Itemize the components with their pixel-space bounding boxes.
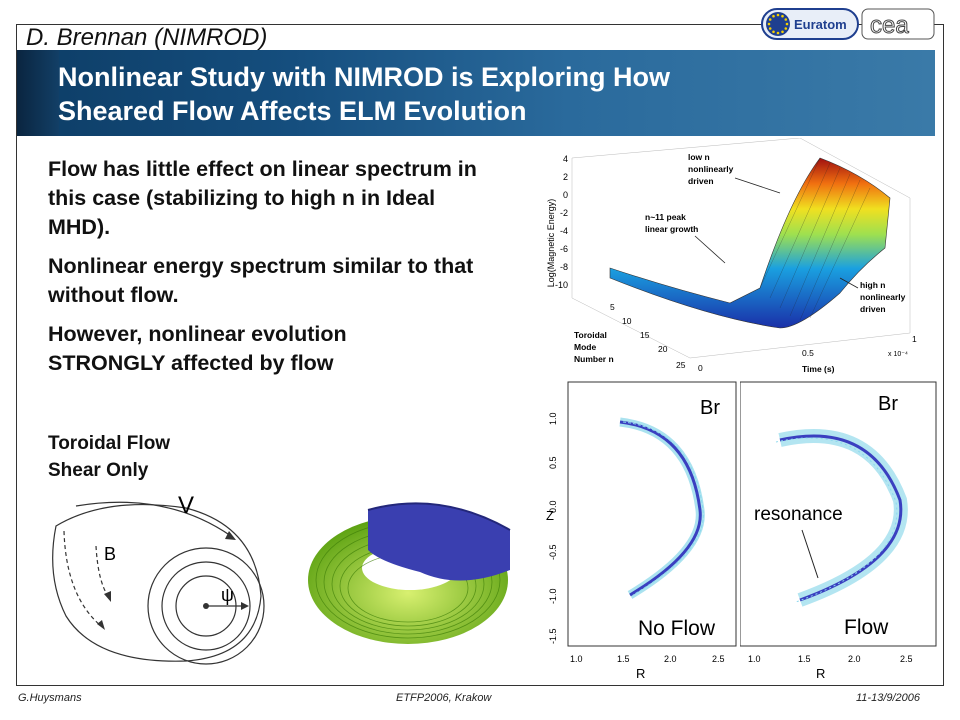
- mode-axis-label: Toroidal Mode Number n: [574, 330, 614, 364]
- x-tick: 1.0: [570, 654, 583, 664]
- magnetic-energy-surface-plot: Log(Magnetic Energy) 4 2 0 -2 -4 -6 -8 -…: [546, 138, 917, 374]
- logos: Euratom cea: [761, 8, 935, 40]
- r-axis-label: R: [636, 666, 645, 681]
- resonance-annotation: resonance: [754, 504, 843, 525]
- annotation: low n: [688, 152, 710, 162]
- y-tick: 0.0: [548, 500, 558, 513]
- z-tick: 4: [563, 154, 568, 164]
- z-tick: -2: [560, 208, 568, 218]
- annotation: driven: [860, 304, 886, 314]
- footer-author: G.Huysmans: [18, 692, 82, 704]
- mode-axis-line: Toroidal: [574, 330, 607, 340]
- cea-logo: cea: [861, 8, 935, 40]
- annotation: nonlinearly: [688, 164, 734, 174]
- annotation: n~11 peak: [645, 212, 686, 222]
- mode-axis-line: Number n: [574, 354, 614, 364]
- contour-no-flow: Br No Flow Z 1.0 0.5 0.0 -0.5 -1.0 -1.5 …: [546, 381, 737, 681]
- bullet-2: Nonlinear energy spectrum similar to tha…: [48, 254, 474, 307]
- title-banner: [17, 50, 935, 136]
- euratom-text: Euratom: [794, 17, 847, 32]
- title-line-1: Nonlinear Study with NIMROD is Exploring…: [58, 62, 671, 92]
- mode-tick: 10: [622, 316, 632, 326]
- y-tick: 0.5: [548, 456, 558, 469]
- slide-title: Nonlinear Study with NIMROD is Exploring…: [58, 60, 778, 128]
- x-ticks: 1.0 1.5 2.0 2.5: [748, 654, 913, 664]
- x-tick: 2.0: [664, 654, 677, 664]
- time-tick: 1: [912, 334, 917, 344]
- surface-z-ticks: 4 2 0 -2 -4 -6 -8 -10: [555, 154, 568, 290]
- flow-caption: Flow: [844, 616, 889, 639]
- mode-tick: 15: [640, 330, 650, 340]
- slide-frame: [16, 24, 944, 686]
- z-tick: -4: [560, 226, 568, 236]
- z-tick: -6: [560, 244, 568, 254]
- annotation: linear growth: [645, 224, 698, 234]
- annotation: driven: [688, 176, 714, 186]
- y-tick: -1.5: [548, 628, 558, 644]
- cea-text: cea: [870, 12, 909, 39]
- annotation: nonlinearly: [860, 292, 906, 302]
- flow-label-line-1: Toroidal Flow: [48, 433, 171, 454]
- mode-tick: 25: [676, 360, 686, 370]
- title-line-2: Sheared Flow Affects ELM Evolution: [58, 96, 527, 126]
- flow-label-line-2: Shear Only: [48, 460, 149, 481]
- surface-annotations: low n nonlinearly driven n~11 peak linea…: [645, 152, 906, 314]
- z-axis-label: Z: [546, 508, 554, 523]
- mode-tick: 5: [610, 302, 615, 312]
- x-tick: 2.5: [900, 654, 913, 664]
- bullet-3: However, nonlinear evolution STRONGLY af…: [48, 322, 347, 375]
- no-flow-caption: No Flow: [638, 617, 716, 640]
- mode-axis-ticks: 5 10 15 20 25: [610, 302, 686, 370]
- footer-conference: ETFP2006, Krakow: [396, 692, 492, 704]
- flow-label: Toroidal Flow Shear Only: [48, 430, 170, 484]
- b-label: B: [104, 544, 116, 564]
- bullet-list: Flow has little effect on linear spectru…: [48, 155, 518, 388]
- v-label: V: [178, 492, 194, 519]
- z-tick: -8: [560, 262, 568, 272]
- footer-date: 11-13/9/2006: [856, 692, 921, 704]
- time-tick: 0: [698, 363, 703, 373]
- z-tick: 0: [563, 190, 568, 200]
- torus-3d-render: [308, 502, 511, 644]
- author-label: D. Brennan (NIMROD): [26, 24, 268, 51]
- z-tick: -10: [555, 280, 568, 290]
- x-tick: 2.5: [712, 654, 725, 664]
- surface-zlabel: Log(Magnetic Energy): [546, 199, 556, 288]
- x-ticks: 1.0 1.5 2.0 2.5: [570, 654, 725, 664]
- x-tick: 1.5: [798, 654, 811, 664]
- y-tick: -0.5: [548, 544, 558, 560]
- z-tick: 2: [563, 172, 568, 182]
- contour-flow: Br resonance Flow 1.0 1.5 2.0 2.5 R: [740, 381, 937, 681]
- y-tick: -1.0: [548, 588, 558, 604]
- mode-axis-line: Mode: [574, 342, 596, 352]
- time-scale: x 10⁻⁴: [888, 351, 908, 358]
- psi-label: ψ: [221, 585, 234, 605]
- time-axis: 0 0.5 1 Time (s) x 10⁻⁴: [698, 334, 917, 374]
- time-tick: 0.5: [802, 348, 814, 358]
- annotation: high n: [860, 280, 886, 290]
- y-ticks: 1.0 0.5 0.0 -0.5 -1.0 -1.5: [548, 412, 558, 644]
- x-tick: 2.0: [848, 654, 861, 664]
- field-label: Br: [878, 393, 898, 415]
- y-tick: 1.0: [548, 412, 558, 425]
- x-tick: 1.0: [748, 654, 761, 664]
- mode-tick: 20: [658, 344, 668, 354]
- bullet-1: Flow has little effect on linear spectru…: [48, 157, 477, 239]
- x-tick: 1.5: [617, 654, 630, 664]
- time-label: Time (s): [802, 364, 835, 374]
- euratom-logo: Euratom: [761, 8, 859, 40]
- field-label: Br: [700, 397, 720, 419]
- r-axis-label: R: [816, 666, 825, 681]
- flow-shear-diagram: V B ψ: [52, 492, 265, 665]
